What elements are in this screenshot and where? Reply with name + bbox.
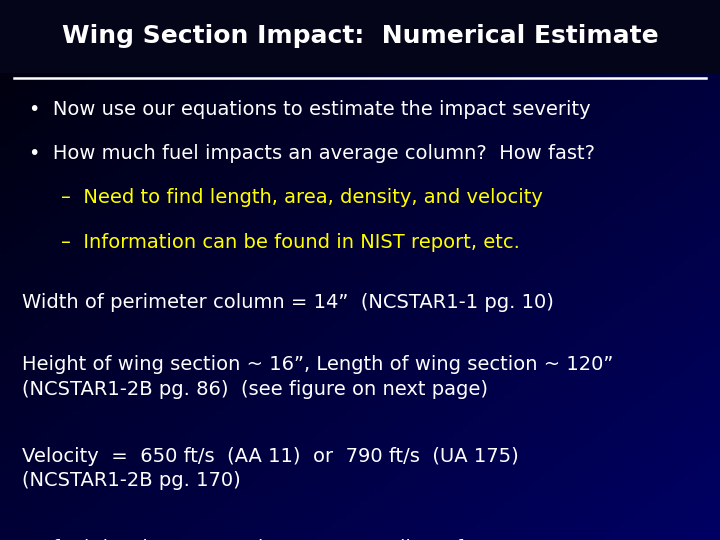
Text: Jet fuel density  =  0.81 kg / ℓ  =  50.5 lbm / ft³: Jet fuel density = 0.81 kg / ℓ = 50.5 lb… bbox=[22, 539, 479, 540]
Text: –  Need to find length, area, density, and velocity: – Need to find length, area, density, an… bbox=[61, 188, 543, 207]
Text: Wing Section Impact:  Numerical Estimate: Wing Section Impact: Numerical Estimate bbox=[62, 24, 658, 49]
FancyBboxPatch shape bbox=[0, 0, 720, 73]
Text: •  Now use our equations to estimate the impact severity: • Now use our equations to estimate the … bbox=[29, 100, 590, 119]
Text: Width of perimeter column = 14”  (NCSTAR1-1 pg. 10): Width of perimeter column = 14” (NCSTAR1… bbox=[22, 293, 554, 312]
Text: –  Information can be found in NIST report, etc.: – Information can be found in NIST repor… bbox=[61, 233, 520, 252]
Text: Height of wing section ~ 16”, Length of wing section ~ 120”
(NCSTAR1-2B pg. 86) : Height of wing section ~ 16”, Length of … bbox=[22, 355, 613, 399]
Text: Velocity  =  650 ft/s  (AA 11)  or  790 ft/s  (UA 175)
(NCSTAR1-2B pg. 170): Velocity = 650 ft/s (AA 11) or 790 ft/s … bbox=[22, 447, 518, 490]
Text: •  How much fuel impacts an average column?  How fast?: • How much fuel impacts an average colum… bbox=[29, 144, 595, 163]
